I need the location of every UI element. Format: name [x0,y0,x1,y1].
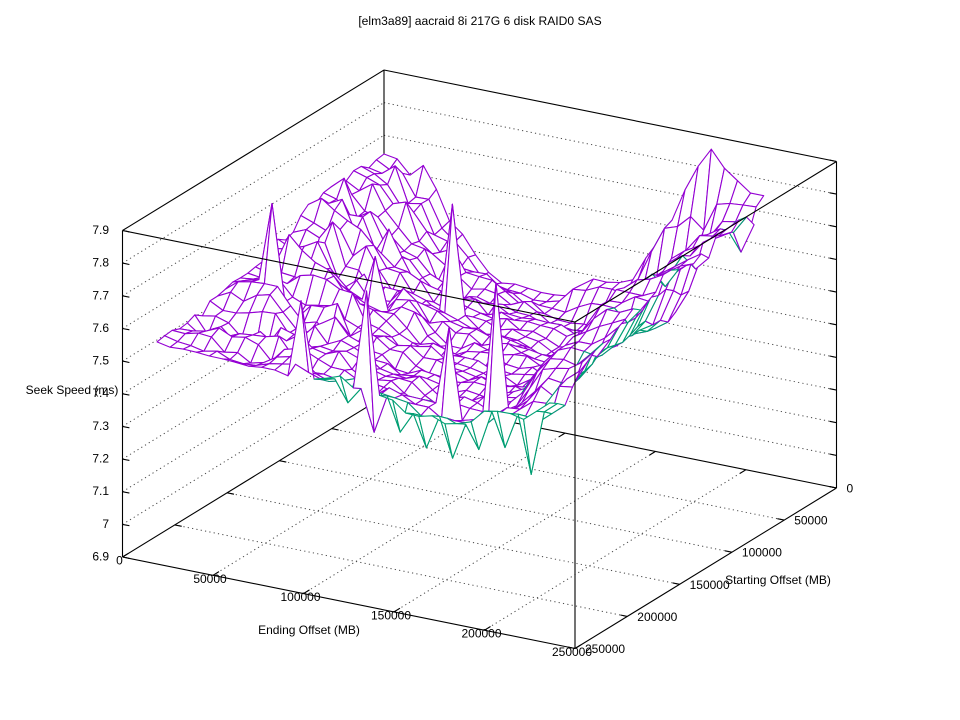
svg-text:50000: 50000 [193,572,227,586]
svg-text:7.2: 7.2 [92,452,109,466]
svg-text:0: 0 [116,554,123,568]
svg-text:7.9: 7.9 [92,223,109,237]
svg-text:200000: 200000 [637,610,677,624]
svg-text:50000: 50000 [794,514,828,528]
svg-text:7.5: 7.5 [92,354,109,368]
svg-text:Starting Offset (MB): Starting Offset (MB) [725,573,831,587]
svg-text:7: 7 [102,517,109,531]
svg-text:7.7: 7.7 [92,288,109,302]
svg-text:250000: 250000 [585,642,625,656]
svg-text:[elm3a89] aacraid 8i 217G 6 di: [elm3a89] aacraid 8i 217G 6 disk RAID0 S… [358,14,601,28]
svg-text:7.1: 7.1 [92,484,109,498]
svg-text:250000: 250000 [552,645,592,659]
svg-text:200000: 200000 [461,627,501,641]
svg-text:7.4: 7.4 [92,386,109,400]
svg-text:7.3: 7.3 [92,419,109,433]
svg-text:7.6: 7.6 [92,321,109,335]
svg-text:Seek Speed (ms): Seek Speed (ms) [26,383,119,397]
svg-text:100000: 100000 [742,546,782,560]
svg-text:0: 0 [847,482,854,496]
svg-text:150000: 150000 [690,578,730,592]
svg-text:Ending Offset (MB): Ending Offset (MB) [258,623,360,637]
svg-text:6.9: 6.9 [92,550,109,564]
svg-text:7.8: 7.8 [92,256,109,270]
svg-text:150000: 150000 [371,608,411,622]
svg-text:100000: 100000 [280,590,320,604]
